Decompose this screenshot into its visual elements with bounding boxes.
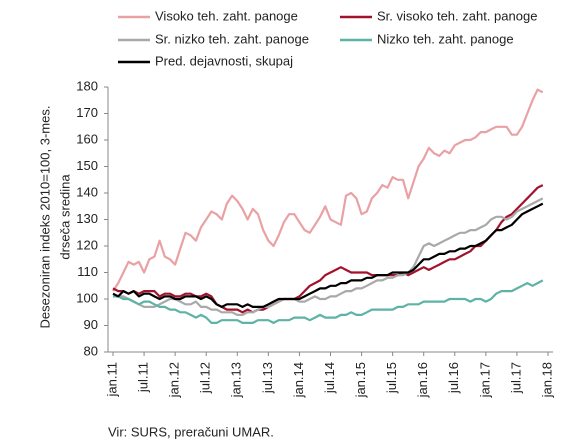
legend-label: Pred. dejavnosti, skupaj (155, 53, 293, 68)
y-tick-label: 170 (76, 105, 98, 120)
legend-label: Nizko teh. zaht. panoge (377, 31, 514, 46)
y-axis-label: Desezoniran indeks 2010=100, 3-mes. (37, 106, 52, 329)
x-tick-label: jan.16 (415, 362, 430, 398)
x-tick-label: jan.12 (167, 362, 182, 398)
x-tick-label: jul.11 (136, 362, 151, 393)
x-tick-label: jul.12 (198, 362, 213, 394)
series-line (113, 279, 544, 324)
legend-label: Sr. visoko teh. zaht. panoge (377, 8, 537, 23)
series-line (112, 184, 544, 314)
series-line (112, 88, 544, 292)
x-tick-label: jan.13 (229, 362, 244, 398)
x-tick-label: jul.14 (322, 362, 337, 394)
y-tick-label: 180 (76, 78, 98, 93)
y-tick-label: 150 (76, 158, 98, 173)
y-tick-label: 140 (76, 184, 98, 199)
x-tick-label: jan.15 (353, 362, 368, 398)
y-tick-label: 160 (76, 131, 98, 146)
y-tick-label: 90 (84, 317, 98, 332)
y-tick-label: 100 (76, 290, 98, 305)
x-tick-label: jan.14 (291, 362, 306, 398)
legend-label: Visoko teh. zaht. panoge (155, 8, 298, 23)
y-tick-label: 130 (76, 211, 98, 226)
y-tick-label: 110 (77, 264, 98, 279)
y-tick-label: 120 (76, 237, 98, 252)
series-line (112, 202, 544, 308)
x-tick-label: jan.17 (477, 362, 492, 398)
x-tick-label: jan.11 (104, 362, 119, 397)
x-tick-label: jan.18 (539, 362, 554, 398)
y-tick-label: 80 (84, 343, 98, 358)
legend-label: Sr. nizko teh. zaht. panoge (155, 31, 309, 46)
x-tick-label: jul.16 (446, 362, 461, 394)
series-line (113, 197, 544, 316)
x-tick-label: jul.15 (384, 362, 399, 394)
y-axis-label: drseča sredina (57, 174, 72, 260)
source-note: Vir: SURS, preračuni UMAR. (108, 424, 274, 439)
x-tick-label: jul.13 (260, 362, 275, 394)
x-tick-label: jul.17 (508, 362, 523, 394)
